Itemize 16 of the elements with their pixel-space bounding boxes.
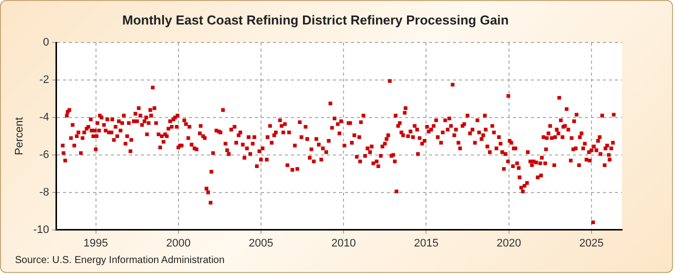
source-note: Source: U.S. Energy Information Administration (15, 255, 225, 266)
y-tick-label: -6 (39, 148, 50, 161)
y-tick-label: -4 (39, 112, 50, 124)
y-tick-label: 0 (42, 36, 50, 49)
x-tick-label: 2005 (248, 237, 274, 250)
x-tick-label: 2010 (331, 237, 356, 250)
y-axis-title: Percent (14, 117, 26, 156)
x-tick-label: 1995 (84, 237, 108, 250)
x-tick-label: 2020 (496, 237, 522, 250)
y-tick-label: -8 (39, 186, 50, 198)
x-tick-label: 2025 (579, 237, 604, 250)
x-tick-label: 2000 (166, 237, 191, 250)
chart-title: Monthly East Coast Refining District Refinery Processing Gain (122, 12, 509, 28)
y-tick-label: -10 (33, 224, 50, 236)
y-tick-label: -2 (39, 74, 50, 86)
x-tick-label: 2015 (414, 237, 438, 250)
